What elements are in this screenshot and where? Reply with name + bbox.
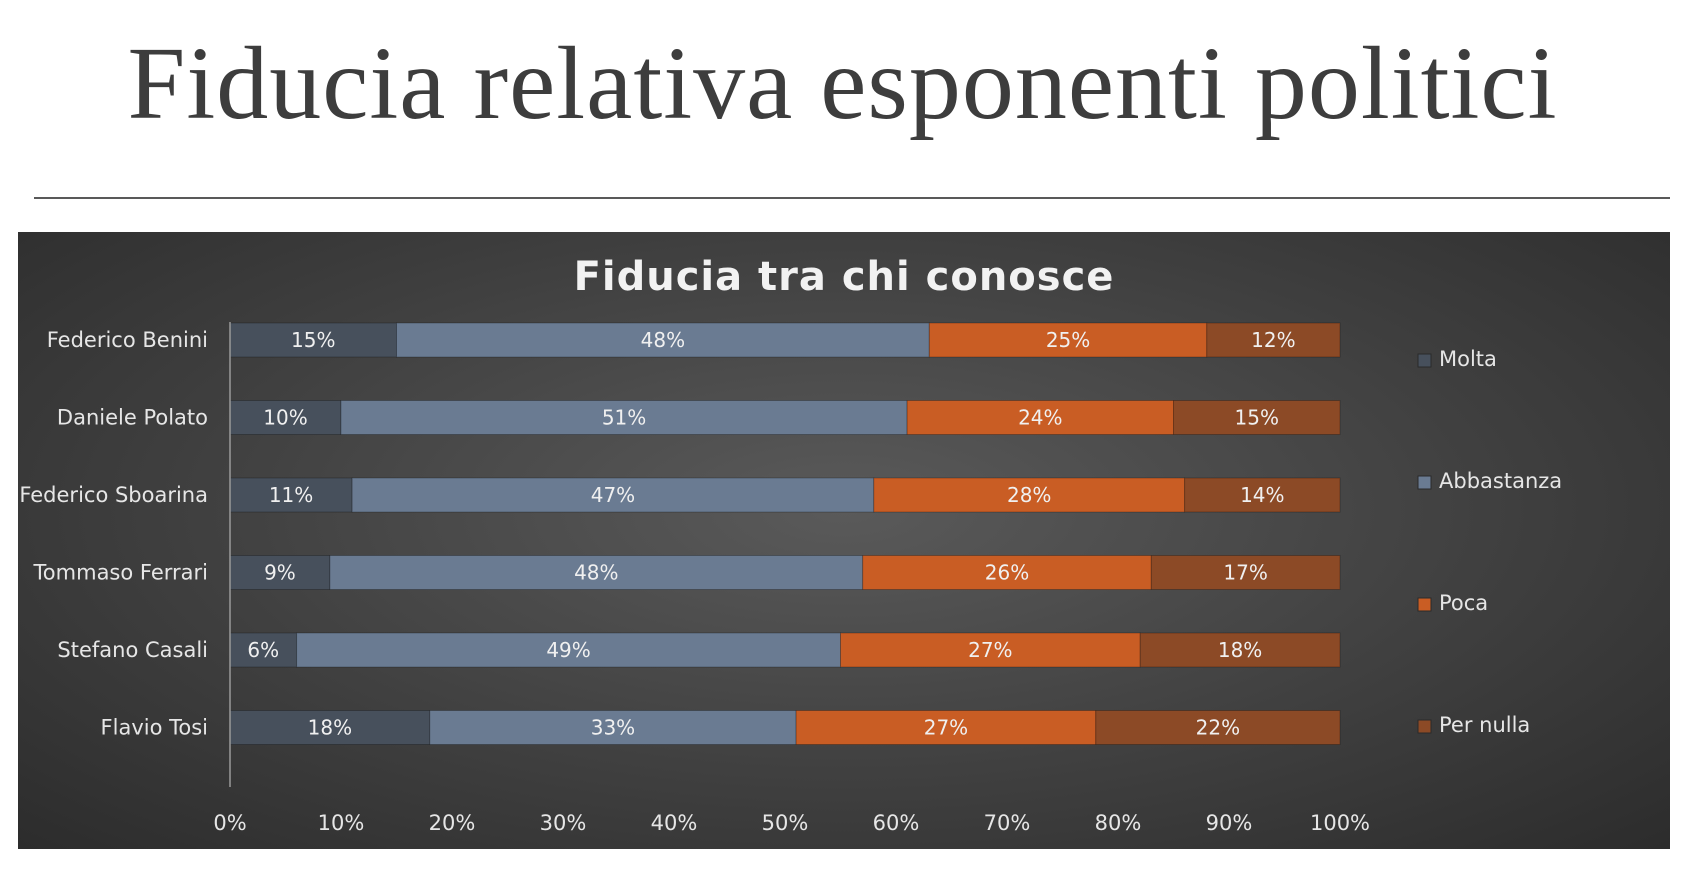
x-tick-label: 90% [1206,811,1253,835]
data-label: 49% [546,638,590,662]
bar-segment [1173,400,1341,435]
bar-segment [340,400,908,435]
bar-segment [229,322,397,358]
bar-segment [229,555,331,590]
legend-label: Abbastanza [1439,469,1562,493]
legend-swatch [1417,597,1432,612]
category-label: Stefano Casali [57,638,208,662]
legend-swatch [1417,475,1432,490]
data-label: 15% [1235,406,1279,430]
category-label: Flavio Tosi [101,716,208,740]
data-label: 48% [641,328,685,352]
data-label: 27% [968,638,1012,662]
data-label: 48% [574,561,618,585]
bar-segment [1184,477,1341,513]
bar-segment [795,710,1097,745]
data-label: 18% [308,716,352,740]
data-label: 15% [291,328,335,352]
x-tick-label: 80% [1095,811,1142,835]
bar-segment [296,632,842,668]
category-label: Federico Benini [47,328,208,352]
data-label: 47% [591,483,635,507]
bar-segment [351,477,875,513]
data-label: 28% [1007,483,1051,507]
bar-segment [840,632,1141,668]
bar-segment [1139,632,1341,668]
legend-label: Per nulla [1439,713,1530,737]
data-label: 12% [1251,328,1295,352]
legend-label: Poca [1439,591,1488,615]
data-label: 11% [269,483,313,507]
legend-swatch [1417,353,1432,368]
data-label: 9% [264,561,296,585]
x-tick-label: 60% [873,811,920,835]
data-label: 10% [263,406,307,430]
legend-label: Molta [1439,347,1497,371]
bar-segment [1206,322,1341,358]
bar-segment [396,322,930,358]
data-label: 17% [1223,561,1267,585]
bar-segment [429,710,797,745]
data-label: 25% [1046,328,1090,352]
chart-title: Fiducia tra chi conosce [574,254,1115,300]
bar-segment [1095,710,1341,745]
data-label: 22% [1196,716,1240,740]
data-label: 51% [602,406,646,430]
x-tick-label: 0% [213,811,246,835]
chart-panel: Fiducia tra chi conosce 15% 48% 25% 12% 10% 5… [18,232,1670,849]
x-tick-label: 30% [540,811,587,835]
bar-segment [1150,555,1341,590]
x-tick-label: 40% [651,811,698,835]
data-label: 6% [247,638,279,662]
bar-segment [906,400,1174,435]
x-tick-label: 70% [984,811,1031,835]
stacked-bar-chart: Fiducia tra chi conosce 15% 48% 25% 12% 10% 5… [19,254,1562,835]
slide-title: Fiducia relativa esponenti politici [127,26,1558,141]
data-label: 14% [1240,483,1284,507]
category-label: Daniele Polato [57,406,208,430]
title-divider [34,197,1670,199]
category-label: Federico Sboarina [19,483,208,507]
bar-segment [329,555,864,590]
x-tick-label: 100% [1310,811,1370,835]
bar-segment [229,400,342,435]
data-label: 26% [985,561,1029,585]
legend-swatch [1417,719,1432,734]
x-tick-label: 10% [318,811,365,835]
data-label: 24% [1018,406,1062,430]
x-tick-label: 50% [762,811,809,835]
category-label: Tommaso Ferrari [33,561,208,585]
bar-segment [928,322,1208,358]
bar-segment [229,710,431,745]
x-tick-label: 20% [429,811,476,835]
data-label: 27% [924,716,968,740]
data-label: 18% [1218,638,1262,662]
data-label: 33% [591,716,635,740]
